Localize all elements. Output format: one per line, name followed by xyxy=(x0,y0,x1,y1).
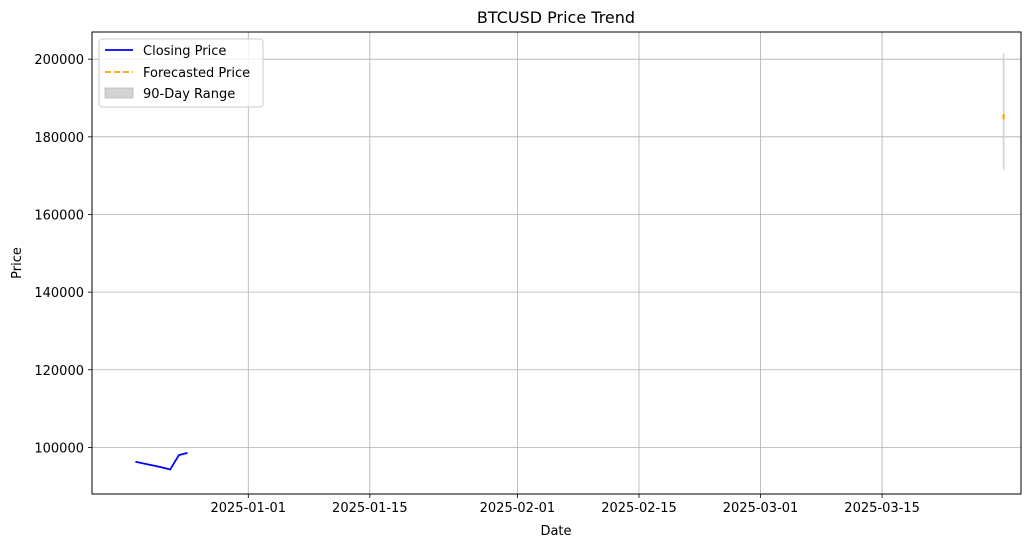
x-tick-label: 2025-02-01 xyxy=(480,501,556,516)
legend-range-label: 90-Day Range xyxy=(143,87,235,102)
x-tick-label: 2025-02-15 xyxy=(601,501,677,516)
y-tick-label: 180000 xyxy=(34,131,84,146)
y-tick-label: 140000 xyxy=(34,286,84,301)
legend-range-swatch xyxy=(104,87,134,99)
y-axis-title: Price xyxy=(10,247,25,279)
range-band xyxy=(1002,53,1005,170)
x-tick-label: 2025-01-01 xyxy=(210,501,286,516)
x-tick-label: 2025-03-15 xyxy=(844,501,920,516)
x-axis-ticks: 2025-01-01 2025-01-15 2025-02-01 2025-02-15… xyxy=(210,494,920,516)
legend: Closing Price Forecasted Price 90-Day Ra… xyxy=(98,38,264,108)
y-tick-label: 160000 xyxy=(34,208,84,223)
legend-forecasted-price-label: Forecasted Price xyxy=(143,66,250,81)
y-tick-label: 200000 xyxy=(34,53,84,68)
x-tick-label: 2025-01-15 xyxy=(332,501,408,516)
x-axis-title: Date xyxy=(540,524,571,539)
y-tick-label: 120000 xyxy=(34,364,84,379)
plot-area-frame xyxy=(91,31,1022,495)
range-band-layer xyxy=(1002,53,1005,170)
legend-box xyxy=(98,38,264,108)
chart-title: BTCUSD Price Trend xyxy=(477,8,635,27)
legend-closing-price-label: Closing Price xyxy=(143,44,226,59)
y-tick-label: 100000 xyxy=(34,441,84,456)
grid-lines xyxy=(92,32,1021,494)
y-axis-ticks: 100000 120000 140000 160000 180000 200000 xyxy=(34,53,92,456)
series-layer xyxy=(135,114,1005,471)
closing-price-line xyxy=(135,451,188,471)
x-tick-label: 2025-03-01 xyxy=(723,501,799,516)
